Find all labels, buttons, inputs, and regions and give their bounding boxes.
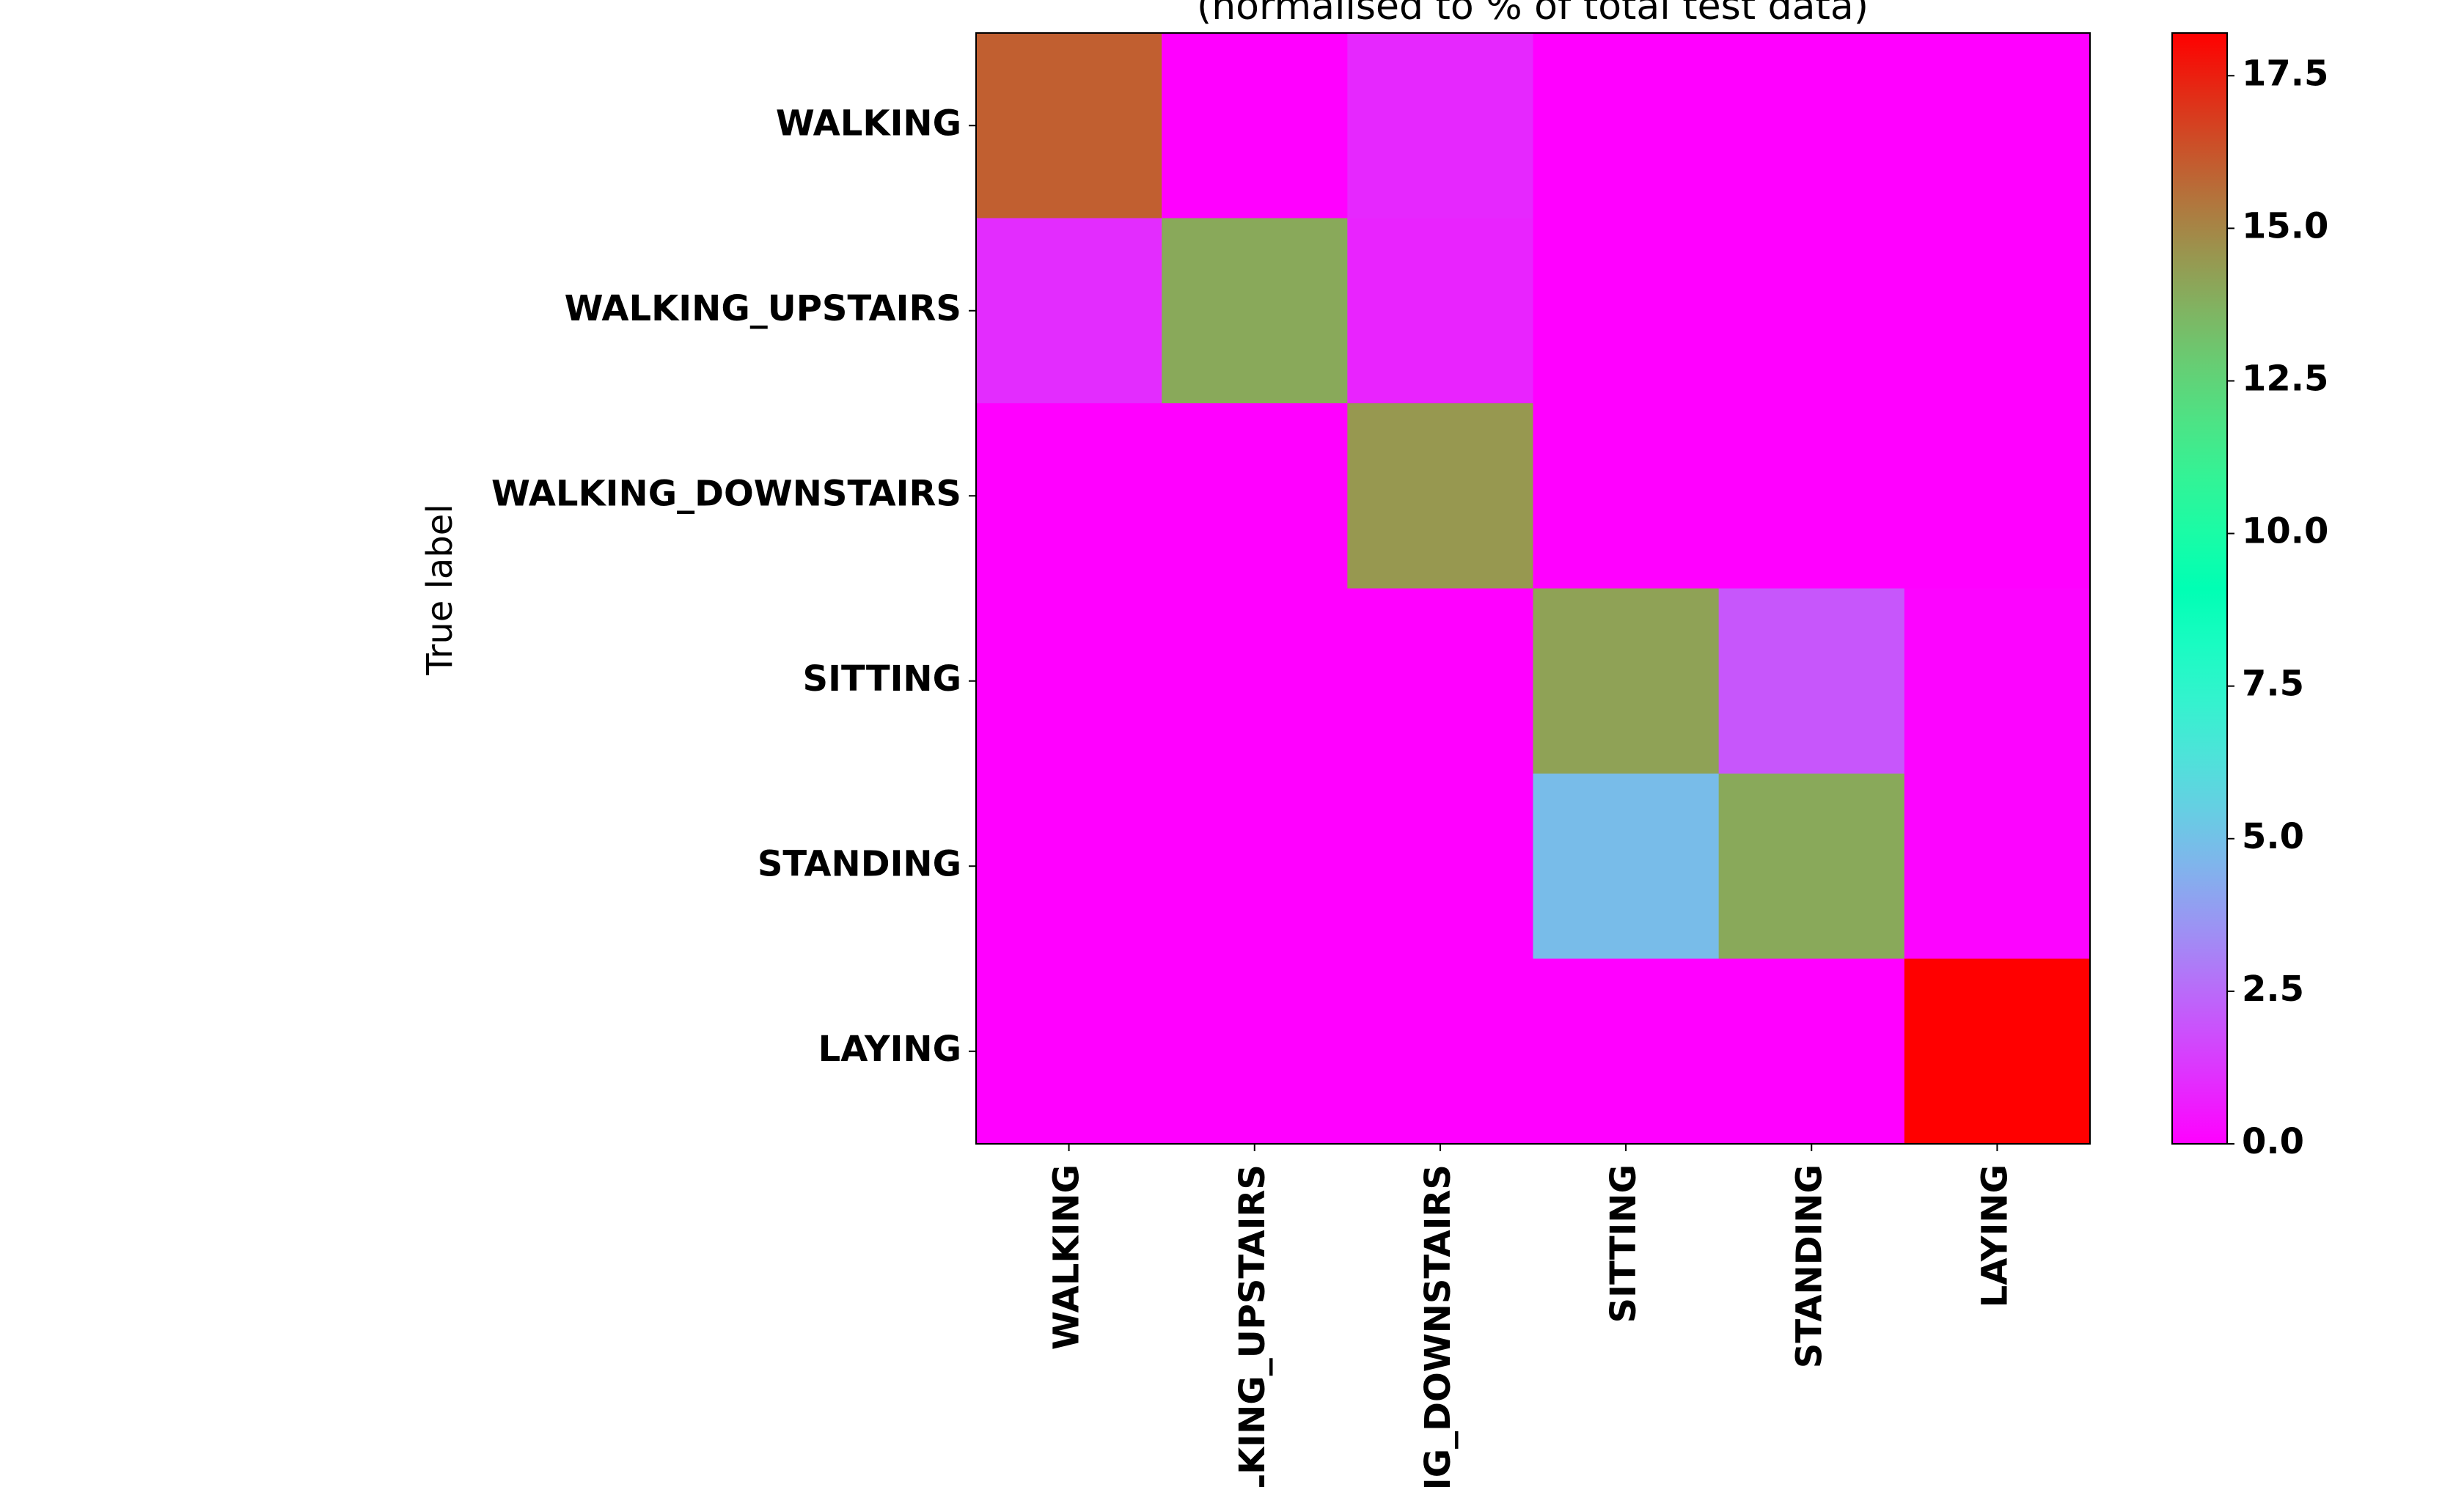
heatmap-cell: [1718, 774, 1905, 959]
heatmap-cell: [1347, 218, 1533, 404]
x-tick-label: SITTING: [1603, 1164, 1644, 1323]
heatmap-cell: [1904, 33, 2091, 219]
x-tick-label: LAYING: [1974, 1164, 2015, 1307]
colorbar-tick-label: 15.0: [2242, 205, 2328, 246]
y-tick-label: SITTING: [803, 658, 961, 700]
heatmap-cell: [1904, 774, 2091, 959]
heatmap-cell: [1347, 774, 1533, 959]
heatmap-cell: [976, 33, 1162, 219]
heatmap-cell: [976, 588, 1162, 774]
heatmap-cell: [1533, 588, 1720, 774]
plot-frame: [975, 32, 2091, 1145]
y-axis-label: True label: [419, 504, 461, 675]
heatmap-cell: [976, 218, 1162, 404]
heatmap-cell: [1904, 958, 2091, 1145]
colorbar-tick-label: 12.5: [2242, 358, 2328, 399]
colorbar-tick-label: 10.0: [2242, 511, 2328, 552]
heatmap-cell: [1347, 33, 1533, 219]
heatmap-cell: [1904, 218, 2091, 404]
x-tick-label: WALKING: [1046, 1164, 1088, 1350]
heatmap-cell: [1347, 403, 1533, 589]
heatmap-cell: [1718, 403, 1905, 589]
heatmap-cell: [1718, 588, 1905, 774]
heatmap-cell: [1533, 958, 1720, 1145]
heatmap-cell: [1718, 33, 1905, 219]
y-tick-label: WALKING_UPSTAIRS: [565, 288, 961, 329]
heatmap-cell: [976, 403, 1162, 589]
heatmap-cell: [1718, 218, 1905, 404]
chart-title: (normalised to % of total test data): [1197, 0, 1869, 29]
x-tick-label: WALKING_UPSTAIRS: [1232, 1164, 1273, 1487]
heatmap-cell: [1162, 403, 1348, 589]
colorbar-tick-label: 17.5: [2242, 53, 2328, 94]
heatmap-cell: [1162, 218, 1348, 404]
heatmap-cell: [1162, 774, 1348, 959]
heatmap-cell: [1533, 774, 1720, 959]
x-tick-label: WALKING_DOWNSTAIRS: [1418, 1164, 1459, 1487]
y-tick-label: WALKING_DOWNSTAIRS: [491, 473, 961, 514]
y-tick-label: STANDING: [758, 843, 961, 884]
colorbar-tick-label: 2.5: [2242, 969, 2304, 1010]
colorbar-tick-label: 7.5: [2242, 664, 2304, 705]
heatmap-cell: [1904, 403, 2091, 589]
heatmap-cell: [976, 958, 1162, 1145]
heatmap-cell: [1533, 403, 1720, 589]
heatmap-cell: [1533, 218, 1720, 404]
y-tick-label: LAYING: [818, 1029, 961, 1070]
heatmap-cell: [1718, 958, 1905, 1145]
colorbar: [2171, 32, 2228, 1145]
x-tick-label: STANDING: [1789, 1164, 1830, 1368]
heatmap-cell: [1162, 33, 1348, 219]
heatmap-cell: [1162, 588, 1348, 774]
colorbar-tick-label: 0.0: [2242, 1121, 2304, 1162]
heatmap-cell: [1904, 588, 2091, 774]
heatmap-cell: [976, 774, 1162, 959]
heatmap-cell: [1533, 33, 1720, 219]
heatmap-cell: [1162, 958, 1348, 1145]
heatmap-cell: [1347, 588, 1533, 774]
y-tick-label: WALKING: [776, 103, 961, 144]
colorbar-tick-label: 5.0: [2242, 816, 2304, 857]
heatmap-cell: [1347, 958, 1533, 1145]
